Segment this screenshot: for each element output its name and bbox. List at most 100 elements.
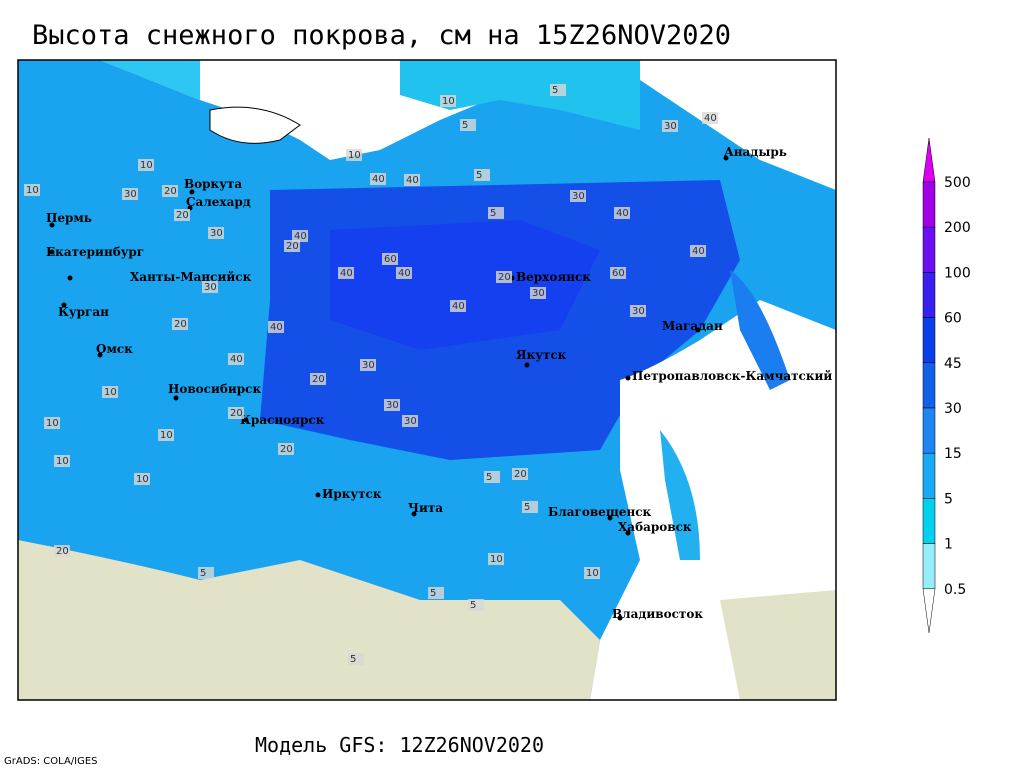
city-label: Новосибирск [168,382,261,396]
contour-label-bg [278,443,294,455]
city-dot [49,249,55,255]
contour-label-bg [584,567,600,579]
colorbar-label: 100 [944,265,971,281]
contour-label: 30 [404,416,417,427]
credit: GrADS: COLA/IGES [4,756,98,767]
colorbar-swatch [922,226,936,273]
map: Воркута Салехард Пермь Екатеринбург Ханты-Ма… [17,59,837,701]
colorbar-swatch [922,452,936,499]
contour-label: 30 [124,189,137,200]
contour-label-bg [496,271,512,283]
model-label: Модель GFS: 12Z26NOV2020 [255,733,544,757]
contour-label-bg [370,173,386,185]
contour-label: 40 [340,268,353,279]
colorbar-label: 0.5 [944,582,966,598]
city-label: Воркута [184,177,242,191]
contour-label-bg [198,567,214,579]
city-dot [67,275,73,281]
contour-label: 30 [572,191,585,202]
arctic-ocean [18,60,836,190]
city-dot [49,222,55,228]
colorbar-label: 5 [944,491,953,507]
contour-label: 20 [164,186,177,197]
contour-label-bg [338,267,354,279]
contour-label-bg [208,227,224,239]
contour-label-bg [522,501,538,513]
contour-label-bg [702,112,718,124]
contour-label: 40 [616,208,629,219]
colorbar-swatch [922,137,936,183]
contour-label-bg [402,415,418,427]
contour-label-bg [630,305,646,317]
city-dot [625,375,631,381]
contour-label: 30 [362,360,375,371]
contour-label-bg [614,207,630,219]
sakhalin [660,430,700,560]
contour-label: 20 [280,444,293,455]
contour-label: 5 [462,120,468,131]
contour-label-bg [138,159,154,171]
contour-label-bg [662,120,678,132]
city-dot [723,155,729,161]
contour-label: 5 [350,654,356,665]
contour-label-bg [570,190,586,202]
city-label: Пермь [46,211,92,225]
contour-label-bg [488,207,504,219]
contour-label: 10 [348,150,361,161]
contour-label: 40 [294,231,307,242]
colorbar-label: 500 [944,175,971,191]
contour-label: 60 [612,268,625,279]
contour-label-bg [474,169,490,181]
city-label: Салехард [186,195,251,209]
contour-label-bg [512,468,528,480]
contour-label-bg [44,417,60,429]
city-label: Екатеринбург [46,245,144,259]
title: Высота снежного покрова, см на 15Z26NOV2… [32,20,731,51]
contour-label: 30 [664,121,677,132]
contour-label-bg [404,174,420,186]
contour-label: 10 [56,456,69,467]
contour-label-bg [396,267,412,279]
colorbar-label: 1 [944,537,953,553]
colorbar-swatch [922,181,936,228]
contour-label-bg [228,353,244,365]
contour-label-bg [382,253,398,265]
contour-label: 10 [442,96,455,107]
contour-label-bg [310,373,326,385]
contour-label: 10 [46,418,59,429]
city-dot [524,362,530,368]
kara-sea [209,106,301,144]
contour-label: 30 [204,282,217,293]
colorbar-label: 30 [944,401,962,417]
contour-label: 10 [104,387,117,398]
contour-label: 20 [176,210,189,221]
contour-label-bg [134,473,150,485]
colorbar-label: 15 [944,446,962,462]
contour-label: 40 [704,113,717,124]
contour-label-bg [488,553,504,565]
contour-label: 10 [26,185,39,196]
colorbar-swatch [922,543,936,590]
contour-label: 5 [470,600,476,611]
city-dot [173,395,179,401]
contour-label-bg [122,188,138,200]
contour-label-bg [530,287,546,299]
contour-label-bg [158,429,174,441]
city-dot [625,530,631,536]
city-label: Курган [58,305,109,319]
colorbar-swatch [922,407,936,454]
kamchatka [730,270,790,390]
colorbar-swatch [922,362,936,409]
contour-label: 10 [160,430,173,441]
contour-label-bg [284,240,300,252]
contour-label-bg [484,471,500,483]
city-dot [61,302,67,308]
city-label: Верхоянск [516,270,591,284]
contour-label: 10 [490,554,503,565]
contour-label-bg [550,84,566,96]
contour-label: 10 [140,160,153,171]
city-label: Якутск [516,348,567,362]
city-label: Омск [96,342,133,356]
city-dot [243,417,249,423]
